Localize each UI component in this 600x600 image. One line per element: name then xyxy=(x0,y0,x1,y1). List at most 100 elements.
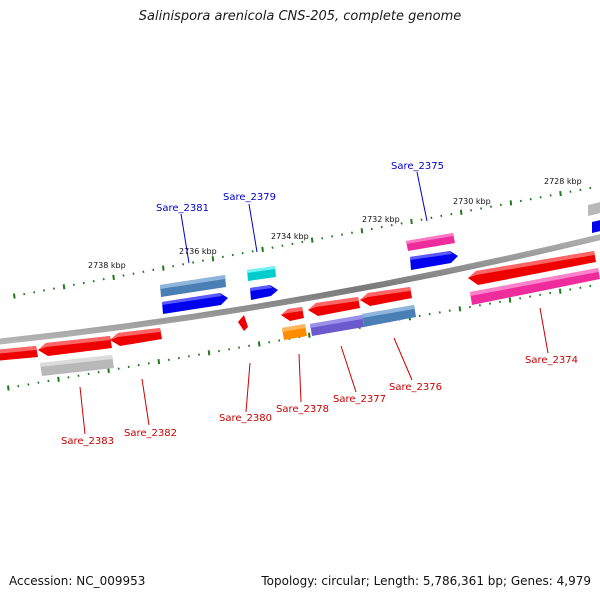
ruler-tick-upper xyxy=(459,209,463,215)
ruler-tick-lower xyxy=(137,363,140,367)
ruler-tick-lower xyxy=(37,381,40,384)
ruler-tick-upper xyxy=(301,240,304,244)
ruler-tick-upper xyxy=(182,263,185,266)
gene-sare-2375[interactable] xyxy=(406,233,455,251)
gene-label-sare-2377[interactable]: Sare_2377 xyxy=(333,394,386,405)
ruler-tick-upper xyxy=(569,190,572,193)
ruler-tick-upper xyxy=(589,186,592,190)
ruler-tick-lower xyxy=(57,376,60,382)
gene-sare-2378-orange[interactable] xyxy=(282,324,307,340)
map-title: Salinispora arenicola CNS-205, complete … xyxy=(138,9,462,24)
ruler-tick-upper xyxy=(340,233,344,236)
ruler-tick-lower xyxy=(157,358,161,365)
ruler-tick-upper xyxy=(509,200,513,206)
gene-sare-2379-forward[interactable] xyxy=(250,285,278,300)
ruler-tick-lower xyxy=(207,350,211,356)
gene-sare-2381[interactable] xyxy=(160,275,226,297)
ruler-tick-upper xyxy=(360,228,364,234)
gene-sare-2379[interactable] xyxy=(247,266,276,281)
gene-sare-2381-forward[interactable] xyxy=(162,293,228,314)
gene-label-sare-2379[interactable]: Sare_2379 xyxy=(223,192,276,203)
ruler-tick-upper xyxy=(281,244,284,247)
ruler-tick-lower xyxy=(589,284,592,288)
gene-sare-2376[interactable] xyxy=(360,287,412,306)
ruler-tick-upper xyxy=(52,287,56,290)
ruler-tick-lower xyxy=(458,306,462,312)
ruler-tick-upper xyxy=(33,291,36,294)
gene-label-sare-2380[interactable]: Sare_2380 xyxy=(219,413,272,424)
gene-right-edge-blue[interactable] xyxy=(592,219,600,233)
gene-label-sare-2383[interactable]: Sare_2383 xyxy=(61,436,114,447)
gene-sare-2374-magenta[interactable] xyxy=(470,268,600,305)
ruler-tick-lower xyxy=(127,365,130,369)
lower-label-leaders xyxy=(79,307,549,435)
ruler-tick-lower xyxy=(478,304,481,307)
gene-left-edge-red[interactable] xyxy=(0,346,38,361)
forward-strand-genes xyxy=(160,201,600,314)
ruler-tick-lower xyxy=(67,376,70,379)
ruler-tick-upper xyxy=(291,242,294,246)
ruler-tick-lower xyxy=(27,383,30,386)
ruler-tick-upper xyxy=(152,268,155,272)
ruler-tick-lower xyxy=(579,286,582,290)
gene-label-sare-2378[interactable]: Sare_2378 xyxy=(276,404,329,415)
ruler-tick-upper xyxy=(331,235,334,238)
gene-sare-2378[interactable] xyxy=(281,307,304,321)
gene-label-sare-2382[interactable]: Sare_2382 xyxy=(124,428,177,439)
gene-label-sare-2374[interactable]: Sare_2374 xyxy=(525,355,578,366)
ruler-tick-lower xyxy=(167,358,170,362)
upper-label-leaders xyxy=(180,171,428,264)
ruler-tick-upper xyxy=(420,218,423,221)
ruler-tick-lower xyxy=(529,295,532,298)
gene-label-sare-2381[interactable]: Sare_2381 xyxy=(156,203,209,214)
ruler-tick-upper xyxy=(162,265,165,271)
gene-sare-2374[interactable] xyxy=(468,251,596,285)
ruler-tick-upper xyxy=(370,227,373,231)
ruler-tick-upper xyxy=(112,274,115,281)
ruler-tick-upper xyxy=(539,196,542,199)
ruler-tick-upper xyxy=(410,218,413,225)
ruler-tick-upper xyxy=(529,197,532,201)
ruler-tick-upper xyxy=(92,279,95,283)
ruler-tick-upper xyxy=(430,216,433,220)
ruler-tick-lower xyxy=(418,314,421,318)
ruler-tick-lower xyxy=(498,300,502,304)
ruler-tick-lower xyxy=(308,332,311,338)
gene-label-sare-2376[interactable]: Sare_2376 xyxy=(389,382,442,393)
ruler-tick-lower xyxy=(539,293,542,297)
ruler-tick-lower xyxy=(438,311,441,314)
gene-right-edge-gray[interactable] xyxy=(588,201,600,216)
gene-sare-2382[interactable] xyxy=(110,328,162,346)
ruler-tick-upper xyxy=(350,231,354,234)
ruler-tick-upper xyxy=(470,209,473,212)
ruler-tick-upper xyxy=(480,207,483,210)
ruler-tick-upper xyxy=(211,256,215,262)
ruler-tick-lower xyxy=(117,367,120,370)
ruler-tick-upper xyxy=(142,270,145,274)
ruler-tick-upper xyxy=(310,237,314,243)
ruler-tick-upper xyxy=(72,283,75,287)
ruler-tick-upper xyxy=(221,255,224,259)
ruler-ticks-upper xyxy=(13,186,592,299)
ruler-tick-upper xyxy=(102,277,105,281)
gene-sare-2383[interactable] xyxy=(38,336,112,356)
ruler-tick-upper xyxy=(241,251,244,255)
ruler-label-2730: 2730 kbp xyxy=(453,197,491,206)
gene-label-sare-2375[interactable]: Sare_2375 xyxy=(391,161,444,172)
ruler-tick-lower xyxy=(7,385,10,391)
ruler-tick-upper xyxy=(62,284,66,290)
gene-sare-2380[interactable] xyxy=(238,315,248,331)
gene-sare-2377-slateblue[interactable] xyxy=(310,315,364,336)
ruler-tick-lower xyxy=(217,349,221,353)
gene-sare-2383-gray[interactable] xyxy=(40,355,114,376)
gene-sare-2376-steelblue[interactable] xyxy=(362,305,416,327)
ruler-tick-upper xyxy=(321,237,324,240)
gene-sare-2375-forward[interactable] xyxy=(410,251,458,270)
ruler-tick-lower xyxy=(177,356,180,360)
gene-sare-2377[interactable] xyxy=(308,297,360,316)
ruler-tick-lower xyxy=(248,344,251,348)
ruler-tick-upper xyxy=(271,246,274,249)
accession-text: Accession: NC_009953 xyxy=(9,574,146,588)
